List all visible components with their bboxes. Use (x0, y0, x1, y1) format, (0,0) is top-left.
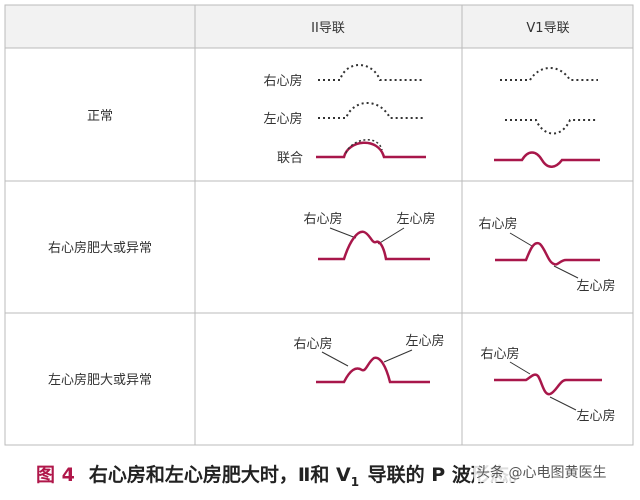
normal-ii-left-atrium-label: 左心房 (263, 111, 302, 127)
normal-v1-left-atrium-wave (505, 119, 598, 135)
lae-v1-left-atrium-leader (549, 396, 577, 411)
normal-v1-combined-wave (494, 151, 600, 168)
rae-ii-right-atrium-leader (329, 227, 357, 239)
lae-v1-right-atrium-label: 右心房 (480, 346, 519, 362)
rae-v1-wave (495, 241, 600, 266)
header-lead-ii: II导联 (311, 21, 345, 36)
normal-ii-combined-label: 联合 (277, 151, 303, 166)
normal-ii-right-atrium-wave (318, 64, 424, 81)
lae-v1-wave (494, 373, 602, 396)
lae-ii-wave (316, 356, 430, 384)
table-header-bg (5, 5, 633, 48)
caption-text-before: 右心房和左心房肥大时，Ⅱ和 V (88, 464, 351, 486)
rae-ii-wave (318, 230, 430, 261)
lae-ii-right-atrium-label: 右心房 (293, 336, 332, 352)
rae-v1-left-atrium-leader (553, 265, 579, 279)
normal-ii-left-atrium-wave (318, 102, 424, 119)
rae-v1-left-atrium-label: 左心房 (576, 278, 615, 294)
header-lead-v1: V1导联 (526, 21, 569, 36)
row-label-left-atrial: 左心房肥大或异常 (48, 372, 152, 388)
lae-v1-left-atrium-label: 左心房 (576, 408, 615, 424)
figure-caption: 图 4 右心房和左心房肥大时，Ⅱ和 V1 导联的 P 波形态。 (36, 460, 636, 490)
normal-v1-right-atrium-wave (500, 67, 598, 81)
row-label-normal: 正常 (87, 109, 113, 124)
lae-ii-left-atrium-label: 左心房 (405, 333, 444, 349)
rae-ii-right-atrium-label: 右心房 (303, 211, 342, 227)
normal-ii-combined-wave (316, 141, 426, 159)
rae-ii-left-atrium-label: 左心房 (396, 211, 435, 227)
normal-ii-combined-dotted-overlay (345, 139, 383, 154)
table-grid (4, 4, 634, 446)
watermark: 头条 @心电图黄医生 (474, 462, 609, 482)
lae-ii-right-atrium-leader (321, 351, 349, 367)
rae-v1-right-atrium-leader (509, 232, 533, 247)
rae-ii-left-atrium-leader (377, 227, 405, 245)
caption-subscript: 1 (350, 475, 360, 489)
lae-v1-right-atrium-leader (509, 361, 531, 375)
row-label-right-atrial: 右心房肥大或异常 (48, 240, 152, 256)
normal-ii-right-atrium-label: 右心房 (263, 73, 302, 89)
rae-v1-right-atrium-label: 右心房 (478, 216, 517, 232)
lae-ii-left-atrium-leader (383, 349, 413, 363)
figure-number: 图 4 (36, 464, 75, 486)
